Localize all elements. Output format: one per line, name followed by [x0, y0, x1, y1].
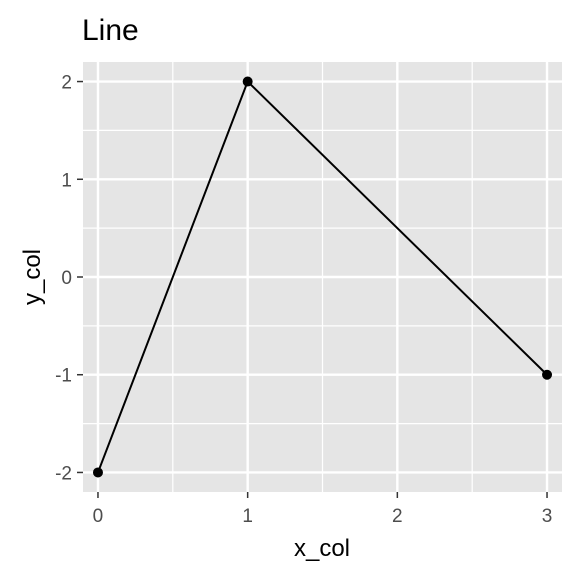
data-point — [242, 76, 253, 87]
x-tick-label: 2 — [392, 506, 403, 527]
data-point — [92, 467, 103, 478]
x-axis-title: x_col — [294, 535, 350, 562]
x-tick-label: 1 — [242, 506, 253, 527]
x-tick-label: 3 — [542, 506, 553, 527]
x-tick-label: 0 — [93, 506, 104, 527]
x-axis: 0 1 2 3 — [93, 492, 553, 527]
data-series — [92, 76, 553, 478]
y-tick-label: 1 — [61, 170, 72, 191]
y-tick-label: 2 — [61, 73, 72, 94]
y-axis: -2 -1 0 1 2 — [55, 73, 83, 484]
chart-title: Line — [82, 14, 139, 47]
y-tick-label: -2 — [55, 463, 72, 484]
y-tick-label: -1 — [55, 366, 72, 387]
y-tick-label: 0 — [61, 268, 72, 289]
major-gridlines — [83, 62, 562, 492]
y-axis-title: y_col — [19, 249, 46, 305]
data-point — [542, 369, 553, 380]
